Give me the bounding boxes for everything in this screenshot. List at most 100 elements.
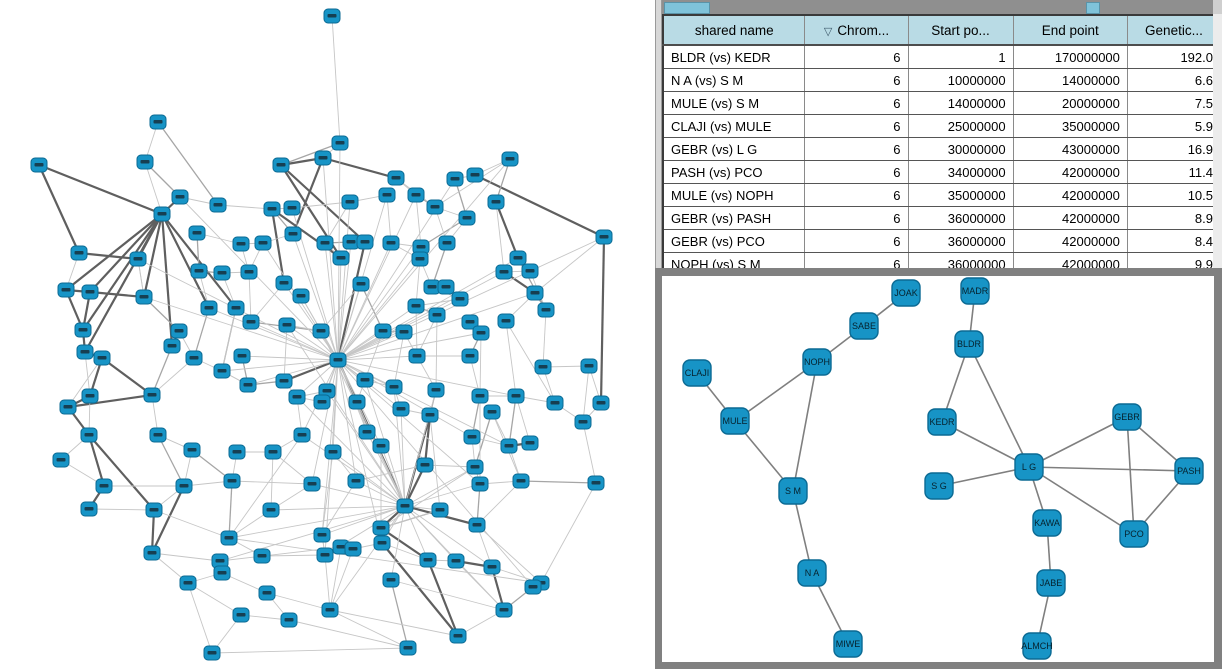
subnetwork-node[interactable] xyxy=(778,477,808,505)
node-label-smudge xyxy=(333,358,343,362)
node-label-smudge xyxy=(352,400,362,404)
node-label-smudge xyxy=(244,270,254,274)
subnetwork-node[interactable] xyxy=(1112,403,1142,431)
node-label-smudge xyxy=(356,282,366,286)
network-edge xyxy=(337,201,351,361)
node-label-smudge xyxy=(215,559,225,563)
table-scroll-tab[interactable] xyxy=(1086,2,1100,14)
subnetwork-node[interactable] xyxy=(924,472,954,500)
subnetwork-node[interactable] xyxy=(960,277,990,305)
column-header-end-point[interactable]: End point xyxy=(1012,15,1128,46)
network-edge xyxy=(280,142,341,166)
node-label-smudge xyxy=(133,257,143,261)
network-edge xyxy=(393,331,405,388)
table-row[interactable]: PASH (vs) PCO 6 34000000 42000000 11.4 xyxy=(663,160,1221,184)
node-label-smudge xyxy=(423,558,433,562)
node-label-smudge xyxy=(56,458,66,462)
network-edge xyxy=(337,246,422,361)
table-row[interactable]: GEBR (vs) PCO 6 36000000 42000000 8.4 xyxy=(663,229,1221,253)
table-row[interactable]: CLAJI (vs) MULE 6 25000000 35000000 5.9 xyxy=(663,114,1221,138)
subnetwork-node[interactable] xyxy=(833,630,863,658)
main-network-view[interactable] xyxy=(0,0,655,669)
node-label-smudge xyxy=(584,364,594,368)
network-edge xyxy=(390,579,505,611)
column-header-start-po-[interactable]: Start po... xyxy=(907,15,1014,46)
subnetwork-node[interactable] xyxy=(1119,520,1149,548)
subnetwork-node[interactable] xyxy=(1014,453,1044,481)
table-row[interactable]: MULE (vs) NOPH 6 35000000 42000000 10.5 xyxy=(663,183,1221,207)
subnetwork-view[interactable]: JOAK SABE NOPH CLAJI MULE S M N A MIWE MADR BLDR K… xyxy=(662,276,1214,662)
node-label-smudge xyxy=(425,413,435,417)
table-tab[interactable] xyxy=(664,2,710,14)
node-label-smudge xyxy=(411,304,421,308)
main-network-canvas[interactable] xyxy=(0,0,655,669)
subnetwork-node-label: SABE xyxy=(852,321,876,331)
table-row[interactable]: MULE (vs) S M 6 14000000 20000000 7.5 xyxy=(663,91,1221,115)
node-label-smudge xyxy=(382,193,392,197)
network-edge xyxy=(329,609,459,637)
subnetwork-node[interactable] xyxy=(891,279,921,307)
node-label-smudge xyxy=(292,395,302,399)
node-label-smudge xyxy=(376,444,386,448)
table-cell: N A (vs) S M xyxy=(663,68,805,92)
network-edge xyxy=(157,121,219,206)
table-cell: 8.9 xyxy=(1126,206,1221,230)
subnetwork-node[interactable] xyxy=(682,359,712,387)
node-label-smudge xyxy=(316,329,326,333)
subnetwork-canvas[interactable]: JOAK SABE NOPH CLAJI MULE S M N A MIWE MADR BLDR K… xyxy=(662,276,1214,662)
subnetwork-node[interactable] xyxy=(1032,509,1062,537)
node-label-smudge xyxy=(475,394,485,398)
column-header-genetic-[interactable]: Genetic... xyxy=(1126,15,1221,46)
panel-split-divider[interactable] xyxy=(655,0,662,268)
network-edge xyxy=(505,320,556,404)
subnetwork-node[interactable] xyxy=(720,407,750,435)
network-edge xyxy=(337,359,383,544)
node-label-smudge xyxy=(78,328,88,332)
subnetwork-node[interactable] xyxy=(849,312,879,340)
network-edge xyxy=(151,345,173,396)
node-label-smudge xyxy=(147,551,157,555)
subnetwork-edge xyxy=(968,343,1030,468)
node-label-smudge xyxy=(262,591,272,595)
column-header-chrom-[interactable]: ▽ Chrom... xyxy=(804,15,908,46)
network-edge xyxy=(151,485,185,554)
network-edge xyxy=(261,554,326,557)
node-label-smudge xyxy=(317,400,327,404)
network-edge xyxy=(82,213,163,331)
network-edge xyxy=(582,421,597,484)
network-edge xyxy=(38,163,163,216)
filter-funnel-icon[interactable]: ▽ xyxy=(823,25,833,38)
subnetwork-node[interactable] xyxy=(927,408,957,436)
table-cell: 10.5 xyxy=(1126,183,1221,207)
node-label-smudge xyxy=(541,308,551,312)
network-edge xyxy=(144,161,163,215)
table-row[interactable]: BLDR (vs) KEDR 6 1 170000000 192.0 xyxy=(663,45,1221,69)
column-header-label: Chrom... xyxy=(837,22,890,38)
subnetwork-node[interactable] xyxy=(954,330,984,358)
column-header-shared-name[interactable]: shared name xyxy=(663,15,805,46)
table-row[interactable]: GEBR (vs) PASH 6 36000000 42000000 8.9 xyxy=(663,206,1221,230)
node-label-smudge xyxy=(351,479,361,483)
node-label-smudge xyxy=(511,394,521,398)
node-label-smudge xyxy=(99,484,109,488)
table-row[interactable]: GEBR (vs) L G 6 30000000 43000000 16.9 xyxy=(663,137,1221,161)
table-cell: 6 xyxy=(804,183,908,207)
table-cell: 35000000 xyxy=(1012,114,1128,138)
node-label-smudge xyxy=(320,241,330,245)
table-row[interactable]: N A (vs) S M 6 10000000 14000000 6.6 xyxy=(663,68,1221,92)
network-edge xyxy=(291,157,325,235)
subnetwork-node[interactable] xyxy=(1174,457,1204,485)
subnetwork-node[interactable] xyxy=(1022,632,1052,660)
network-edge xyxy=(423,414,432,466)
node-label-smudge xyxy=(236,242,246,246)
node-label-smudge xyxy=(345,200,355,204)
subnetwork-node[interactable] xyxy=(797,559,827,587)
subnetwork-node[interactable] xyxy=(802,348,832,376)
node-label-smudge xyxy=(420,463,430,467)
subnetwork-node[interactable] xyxy=(1036,569,1066,597)
node-label-smudge xyxy=(415,257,425,261)
network-edge xyxy=(160,213,174,347)
network-edge xyxy=(455,560,505,611)
node-label-smudge xyxy=(282,323,292,327)
